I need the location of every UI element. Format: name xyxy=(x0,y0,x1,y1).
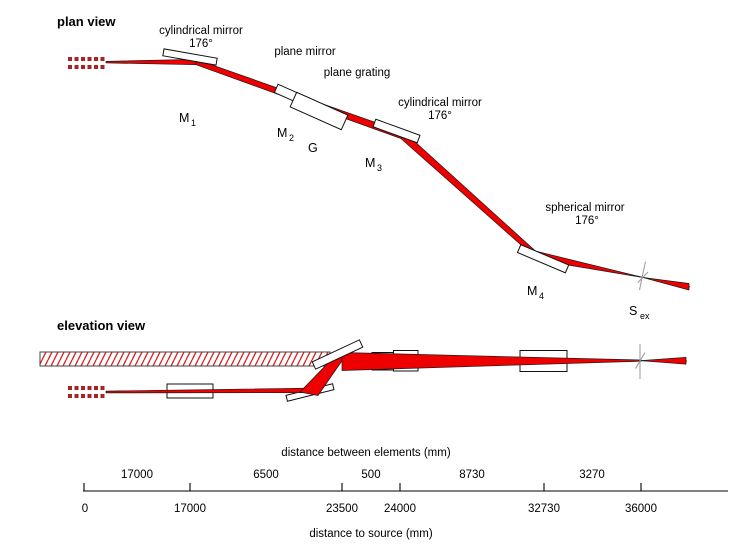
plan-beam xyxy=(105,58,690,291)
label-m1-type: cylindrical mirror xyxy=(159,25,243,37)
mirror-m3 xyxy=(372,118,421,144)
plan-mirrors xyxy=(162,48,570,274)
tick-label-3: 24000 xyxy=(384,503,416,515)
label-m3-type: cylindrical mirror xyxy=(398,97,482,109)
beam-after-slit xyxy=(642,277,690,291)
elevation-beam xyxy=(105,352,687,396)
axis-top-title: distance between elements (mm) xyxy=(281,447,451,459)
label-g-type: plane grating xyxy=(324,67,391,79)
gap-label-1: 6500 xyxy=(253,469,279,481)
exit-slit-mark-plan xyxy=(637,261,649,291)
gap-label-3: 8730 xyxy=(459,469,485,481)
mirror-m4 xyxy=(516,244,570,274)
label-m2: M xyxy=(277,126,287,140)
beam-source-to-m1 xyxy=(105,58,197,66)
source-marker-plan xyxy=(68,57,105,69)
label-m2-sub: 2 xyxy=(289,133,294,143)
plan-view-title: plan view xyxy=(57,14,116,29)
label-m4-angle: 176° xyxy=(575,215,599,227)
elevation-view-title: elevation view xyxy=(57,318,146,333)
label-m1-sub: 1 xyxy=(191,118,196,128)
tick-label-2: 23500 xyxy=(326,503,358,515)
tick-label-1: 17000 xyxy=(174,503,206,515)
axis-line-group xyxy=(83,483,728,492)
label-m4: M xyxy=(527,284,537,298)
label-m4-type: spherical mirror xyxy=(545,202,624,214)
elev-beam-upper-band xyxy=(341,352,642,371)
elev-beam-after-slit xyxy=(640,356,687,365)
grating-g xyxy=(289,91,349,131)
label-exit-slit-sub: ex xyxy=(640,311,650,321)
plan-view: plan view cylindr xyxy=(57,14,691,321)
label-m2-type: plane mirror xyxy=(274,46,336,58)
elev-upper-mirror xyxy=(311,339,364,370)
tick-label-0: 0 xyxy=(82,503,88,515)
gap-label-4: 3270 xyxy=(579,469,605,481)
label-exit-slit: S xyxy=(629,304,637,318)
gap-label-2: 500 xyxy=(361,469,380,481)
mirror-m1 xyxy=(162,48,218,66)
shield-wall xyxy=(39,351,331,367)
tick-label-5: 36000 xyxy=(625,503,657,515)
label-g: G xyxy=(308,141,318,155)
tick-label-4: 32730 xyxy=(528,503,560,515)
label-m3-angle: 176° xyxy=(428,110,452,122)
label-m1-angle: 176° xyxy=(189,38,213,50)
label-m3-sub: 3 xyxy=(377,163,382,173)
exit-slit-mark-elevation xyxy=(635,344,646,379)
source-marker-elevation xyxy=(68,386,105,398)
gap-label-0: 17000 xyxy=(121,469,153,481)
distance-axis: distance between elements (mm) 17000 650… xyxy=(82,447,728,540)
label-m4-sub: 4 xyxy=(539,291,544,301)
axis-bottom-title: distance to source (mm) xyxy=(309,528,433,540)
beam-m3-to-m4 xyxy=(400,132,548,262)
label-m1: M xyxy=(179,111,189,125)
elevation-view: elevation view xyxy=(39,318,688,402)
label-m3: M xyxy=(365,156,375,170)
